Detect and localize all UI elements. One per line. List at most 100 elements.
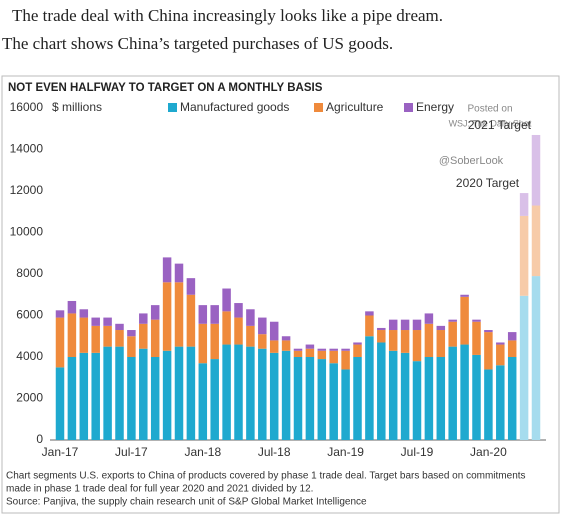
bar-segment xyxy=(269,352,279,440)
bar-segment xyxy=(305,357,315,440)
footnote: Source: Panjiva, the supply chain resear… xyxy=(6,497,367,508)
bar-segment xyxy=(448,321,457,347)
bar-segment xyxy=(210,359,219,440)
bar-segment xyxy=(377,342,386,440)
bar-segment xyxy=(424,357,434,440)
bar-segment xyxy=(127,336,136,357)
bar-segment xyxy=(55,367,65,440)
x-tick-label: Jul-17 xyxy=(115,445,148,459)
target-label: 2020 Target xyxy=(456,176,520,190)
bar-segment xyxy=(484,332,493,370)
bar-segment xyxy=(67,313,77,357)
bar-segment xyxy=(55,310,65,318)
bar-segment xyxy=(246,309,255,326)
bar-segment xyxy=(353,342,362,345)
y-tick-label: 4000 xyxy=(16,349,43,363)
bar-segment xyxy=(79,352,89,440)
y-tick-label: 16000 xyxy=(10,100,44,114)
bar-segment xyxy=(186,346,196,440)
bar-segment xyxy=(91,325,100,353)
bar-segment xyxy=(496,342,505,345)
watermark: WSJ: The Daily Shot xyxy=(449,118,532,128)
bar-segment xyxy=(436,357,446,440)
bar-segment xyxy=(472,321,481,355)
bar-segment xyxy=(162,350,172,440)
bar-segment xyxy=(400,330,410,353)
bar-segment xyxy=(258,317,267,335)
y-tick-label: 2000 xyxy=(16,391,43,405)
bar-segment xyxy=(341,348,350,351)
chart-title: NOT EVEN HALFWAY TO TARGET ON A MONTHLY … xyxy=(8,82,323,94)
bar-segment xyxy=(174,263,184,283)
x-tick-label: Jul-18 xyxy=(258,445,291,459)
bar-segment xyxy=(353,344,362,357)
bar-segment xyxy=(150,357,160,440)
bar-segment xyxy=(329,348,338,351)
bar-segment xyxy=(258,334,267,349)
bar-segment xyxy=(234,344,243,440)
bar-segment xyxy=(150,305,160,320)
bar-segment xyxy=(210,305,219,324)
bar-segment xyxy=(198,305,208,324)
target-label: 2021 Target xyxy=(468,118,532,132)
x-tick-label: Jan-18 xyxy=(184,445,221,459)
bar-segment xyxy=(424,323,434,357)
bar-segment xyxy=(174,282,184,347)
bar-segment xyxy=(400,319,410,331)
bar-segment xyxy=(234,303,243,318)
bar-segment xyxy=(222,288,231,312)
bar-segment xyxy=(484,330,493,333)
x-tick-label: Jan-19 xyxy=(327,445,364,459)
footnote: Chart segments U.S. exports to China of … xyxy=(6,471,526,482)
bar-segment xyxy=(496,365,505,440)
bar-segment xyxy=(472,319,481,322)
watermark: @SoberLook xyxy=(439,155,504,167)
bar-segment xyxy=(460,294,469,297)
bar-segment xyxy=(281,336,291,341)
bar-segment xyxy=(186,294,196,347)
bar-segment xyxy=(115,346,124,440)
bar-segment xyxy=(388,319,398,331)
bar-segment xyxy=(329,350,338,364)
bar-segment xyxy=(317,350,327,360)
bar-segment xyxy=(412,330,422,362)
bar-segment xyxy=(127,357,136,440)
bar-segment xyxy=(246,325,255,347)
bar-segment xyxy=(210,323,219,360)
bar-segment xyxy=(448,319,457,322)
bar-segment xyxy=(424,313,434,324)
chart-frame xyxy=(1,75,560,514)
bar-segment xyxy=(305,344,315,349)
legend-label: Agriculture xyxy=(326,100,384,114)
y-tick-label: 14000 xyxy=(10,142,44,156)
bar-segment xyxy=(281,350,291,440)
bar-segment xyxy=(341,350,350,370)
bar-segment xyxy=(507,357,517,440)
bar-segment xyxy=(234,317,243,345)
bar-segment xyxy=(139,323,148,349)
bar-segment xyxy=(269,340,279,353)
bar-segment xyxy=(115,323,124,331)
bar-segment xyxy=(507,340,517,357)
bar-segment xyxy=(115,330,124,347)
legend-label: Energy xyxy=(416,100,454,114)
bar-segment xyxy=(269,321,279,341)
bar-segment xyxy=(317,348,327,351)
x-tick-label: Jan-20 xyxy=(470,445,507,459)
bar-segment xyxy=(388,350,398,440)
bar-segment xyxy=(305,348,315,357)
bar-segment xyxy=(377,327,386,331)
bar-segment xyxy=(67,357,77,440)
bar-segment xyxy=(365,315,374,337)
bar-segment xyxy=(519,295,529,440)
bar-segment xyxy=(329,363,338,440)
intro-line: The trade deal with China increasingly l… xyxy=(12,6,443,25)
y-unit: $ millions xyxy=(52,100,102,114)
intro-line: The chart shows China’s targeted purchas… xyxy=(2,34,393,53)
y-tick-label: 6000 xyxy=(16,308,43,322)
bar-segment xyxy=(186,278,196,295)
bar-segment xyxy=(460,296,469,345)
y-tick-label: 10000 xyxy=(10,225,44,239)
bar-segment xyxy=(67,300,77,314)
